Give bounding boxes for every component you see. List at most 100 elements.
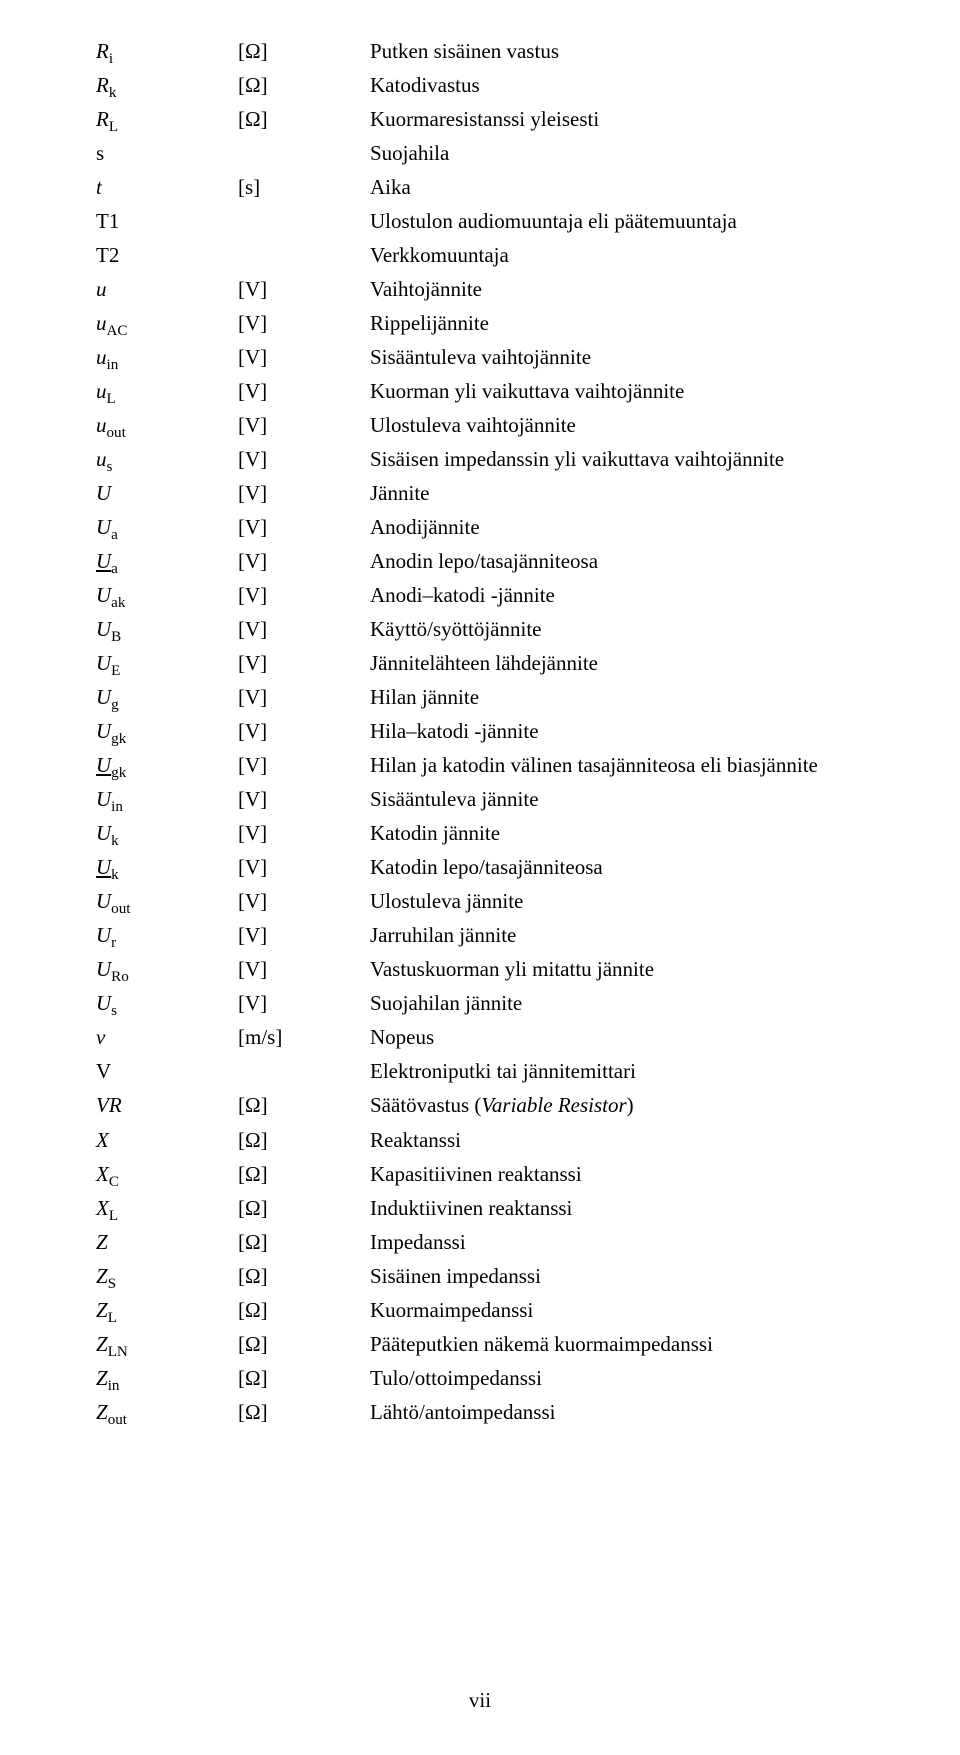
table-row: Ugk[V]Hilan ja katodin välinen tasajänni…: [96, 748, 900, 782]
symbol-base: u: [96, 345, 107, 369]
unit-cell: [Ω]: [238, 1157, 370, 1191]
unit-cell: [Ω]: [238, 34, 370, 68]
description-cell: Tulo/ottoimpedanssi: [370, 1361, 900, 1395]
symbol-cell: uL: [96, 374, 238, 408]
symbol-base: s: [96, 141, 104, 165]
unit-cell: [V]: [238, 306, 370, 340]
table-row: X[Ω]Reaktanssi: [96, 1123, 900, 1157]
unit-cell: [s]: [238, 170, 370, 204]
symbol-base: R: [96, 73, 109, 97]
unit-cell: [Ω]: [238, 1327, 370, 1361]
symbol-sub: s: [111, 1004, 117, 1020]
symbol-cell: ZS: [96, 1259, 238, 1293]
table-row: u[V]Vaihtojännite: [96, 272, 900, 306]
symbol-base: U: [96, 957, 111, 981]
symbol-base: U: [96, 753, 111, 777]
symbol-sub: i: [109, 51, 113, 67]
symbol-base: v: [96, 1025, 105, 1049]
table-row: Ug[V]Hilan jännite: [96, 680, 900, 714]
symbol-cell: ZLN: [96, 1327, 238, 1361]
unit-cell: [V]: [238, 680, 370, 714]
description-cell: Sisäisen impedanssin yli vaikuttava vaih…: [370, 442, 900, 476]
table-row: Ri[Ω]Putken sisäinen vastus: [96, 34, 900, 68]
description-cell: Ulostuleva jännite: [370, 884, 900, 918]
unit-cell: [Ω]: [238, 1293, 370, 1327]
unit-cell: [V]: [238, 714, 370, 748]
table-row: uout[V]Ulostuleva vaihtojännite: [96, 408, 900, 442]
symbol-base: Z: [96, 1264, 108, 1288]
symbol-cell: Uk: [96, 850, 238, 884]
symbol-base: U: [96, 549, 111, 573]
unit-cell: [V]: [238, 612, 370, 646]
description-cell: Lähtö/antoimpedanssi: [370, 1395, 900, 1429]
table-row: Z[Ω]Impedanssi: [96, 1225, 900, 1259]
symbol-cell: Z: [96, 1225, 238, 1259]
symbol-sub: L: [107, 391, 116, 407]
description-cell: Induktiivinen reaktanssi: [370, 1191, 900, 1225]
unit-cell: [238, 204, 370, 238]
symbol-base: u: [96, 277, 107, 301]
description-cell: Jarruhilan jännite: [370, 918, 900, 952]
unit-cell: [Ω]: [238, 1088, 370, 1122]
unit-cell: [V]: [238, 646, 370, 680]
symbol-cell: T2: [96, 238, 238, 272]
symbol-sub: r: [111, 936, 116, 952]
table-row: ZL[Ω]Kuormaimpedanssi: [96, 1293, 900, 1327]
unit-cell: [V]: [238, 952, 370, 986]
symbol-cell: Ur: [96, 918, 238, 952]
unit-cell: [Ω]: [238, 1395, 370, 1429]
symbol-cell: Ua: [96, 510, 238, 544]
symbol-base: R: [96, 107, 109, 131]
symbol-base: u: [96, 413, 107, 437]
unit-cell: [Ω]: [238, 1191, 370, 1225]
table-row: uin[V]Sisääntuleva vaihtojännite: [96, 340, 900, 374]
description-cell: Suojahilan jännite: [370, 986, 900, 1020]
symbol-base: U: [96, 821, 111, 845]
symbol-base: Z: [96, 1366, 108, 1390]
symbol-cell: V: [96, 1054, 238, 1088]
symbol-cell: X: [96, 1123, 238, 1157]
description-cell: Sisäinen impedanssi: [370, 1259, 900, 1293]
symbol-base: Z: [96, 1298, 108, 1322]
unit-cell: [Ω]: [238, 1225, 370, 1259]
symbol-base: V: [96, 1059, 111, 1083]
description-cell: Nopeus: [370, 1020, 900, 1054]
symbol-sub: in: [107, 357, 119, 373]
symbol-cell: UE: [96, 646, 238, 680]
symbol-sub: out: [111, 902, 130, 918]
symbol-sub: B: [111, 629, 121, 645]
table-row: Us[V]Suojahilan jännite: [96, 986, 900, 1020]
symbol-base: X: [96, 1196, 109, 1220]
unit-cell: [V]: [238, 510, 370, 544]
symbol-sub: a: [111, 561, 118, 577]
symbol-sub: S: [108, 1276, 116, 1292]
description-cell: Anodi–katodi -jännite: [370, 578, 900, 612]
description-cell: Aika: [370, 170, 900, 204]
unit-cell: [V]: [238, 442, 370, 476]
symbol-cell: Ri: [96, 34, 238, 68]
unit-cell: [V]: [238, 578, 370, 612]
unit-cell: [Ω]: [238, 1123, 370, 1157]
symbol-base: Z: [96, 1230, 108, 1254]
symbol-cell: uout: [96, 408, 238, 442]
unit-cell: [238, 1054, 370, 1088]
symbol-base: VR: [96, 1093, 122, 1117]
symbol-base: U: [96, 481, 111, 505]
unit-cell: [V]: [238, 340, 370, 374]
symbol-base: U: [96, 515, 111, 539]
description-cell: Suojahila: [370, 136, 900, 170]
unit-cell: [V]: [238, 986, 370, 1020]
unit-cell: [V]: [238, 782, 370, 816]
unit-cell: [V]: [238, 476, 370, 510]
description-cell: Kapasitiivinen reaktanssi: [370, 1157, 900, 1191]
symbol-base: U: [96, 923, 111, 947]
description-cell: Kuormaimpedanssi: [370, 1293, 900, 1327]
symbol-cell: t: [96, 170, 238, 204]
table-row: U[V]Jännite: [96, 476, 900, 510]
unit-cell: [V]: [238, 884, 370, 918]
description-cell: Verkkomuuntaja: [370, 238, 900, 272]
symbol-cell: Ugk: [96, 714, 238, 748]
unit-cell: [238, 238, 370, 272]
description-cell: Katodin lepo/tasajänniteosa: [370, 850, 900, 884]
symbol-cell: v: [96, 1020, 238, 1054]
